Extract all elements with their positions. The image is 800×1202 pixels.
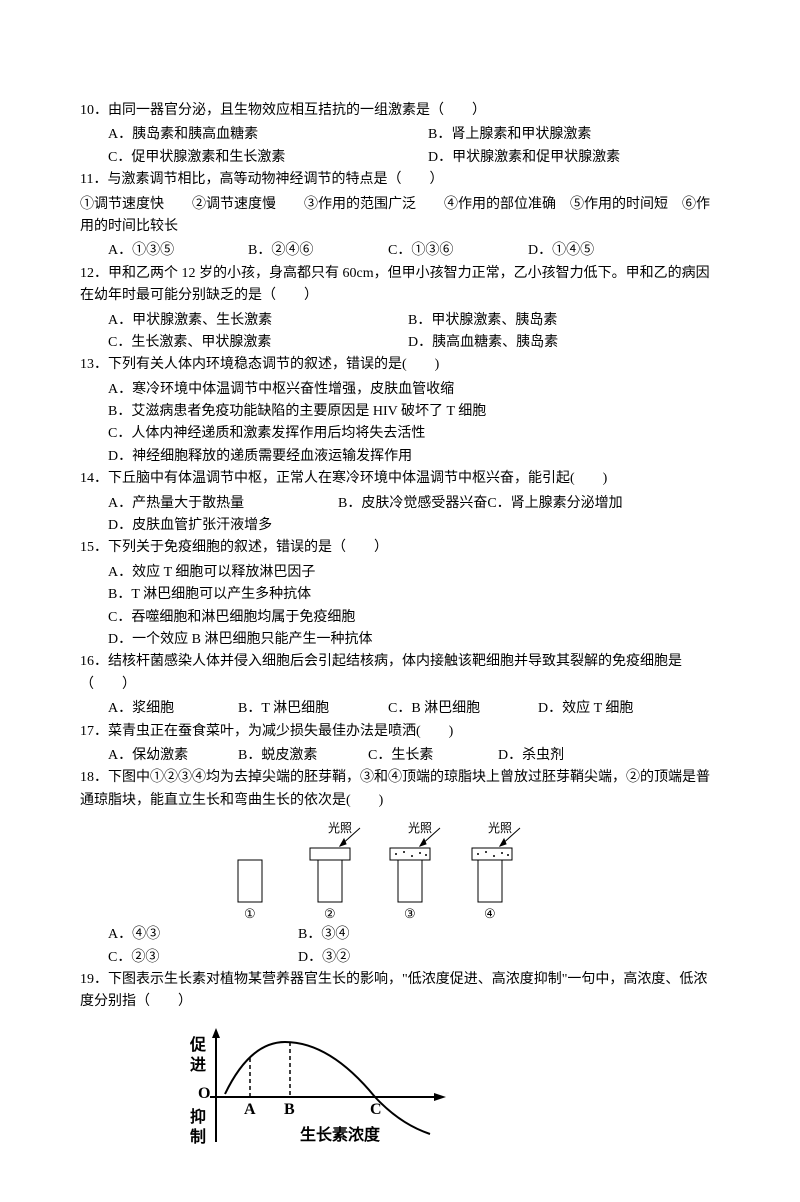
q17-opts: A．保幼激素 B．蜕皮激素 C．生长素 D．杀虫剂 — [80, 745, 720, 767]
y-lab1: 促 — [189, 1035, 207, 1054]
q10-d: D．甲状腺激素和促甲状腺激素 — [428, 147, 620, 169]
q16-a: A．浆细胞 — [108, 698, 238, 720]
pt-b: B — [284, 1101, 295, 1118]
q19-stem: 19．下图表示生长素对植物某营养器官生长的影响，"低浓度促进、高浓度抑制"一句中… — [80, 969, 720, 1014]
q16-b: B．T 淋巴细胞 — [238, 698, 388, 720]
q12-d: D．胰高血糖素、胰岛素 — [408, 332, 558, 354]
origin: O — [198, 1085, 210, 1102]
q11-a: A．①③⑤ — [108, 240, 248, 262]
q14-b: B．皮肤冷觉感受器兴奋 — [338, 493, 487, 515]
q12-a: A．甲状腺激素、生长激素 — [108, 310, 408, 332]
q17-a: A．保幼激素 — [108, 745, 238, 767]
q19-diagram: 促 进 O 抑 制 A B C 生长素浓度 — [170, 1022, 720, 1152]
q10-a: A．胰岛素和胰高血糖素 — [108, 124, 428, 146]
y-lab2: 进 — [190, 1056, 206, 1074]
q15-a: A．效应 T 细胞可以释放淋巴因子 — [80, 562, 720, 584]
q18-b: B．③④ — [298, 924, 349, 946]
q11-opts: A．①③⑤ B．②④⑥ C．①③⑥ D．①④⑤ — [80, 240, 720, 262]
q18-a: A．④③ — [108, 924, 298, 946]
q14-stem: 14．下丘脑中有体温调节中枢，正常人在寒冷环境中体温调节中枢兴奋，能引起( ) — [80, 468, 720, 490]
q14-opts: A．产热量大于散热量 B．皮肤冷觉感受器兴奋 C．肾上腺素分泌增加 D．皮肤血管… — [80, 493, 720, 538]
y-lab4: 制 — [190, 1128, 206, 1146]
q10-opts: A．胰岛素和胰高血糖素 B．肾上腺素和甲状腺激素 C．促甲状腺激素和生长激素 D… — [80, 124, 720, 169]
q12-opts: A．甲状腺激素、生长激素 B．甲状腺激素、胰岛素 C．生长激素、甲状腺激素 D．… — [80, 310, 720, 355]
d3-label: ③ — [404, 906, 416, 920]
y-lab3: 抑 — [190, 1107, 206, 1126]
q12-stem: 12．甲和乙两个 12 岁的小孩，身高都只有 60cm，但甲小孩智力正常，乙小孩… — [80, 263, 720, 308]
q15-stem: 15．下列关于免疫细胞的叙述，错误的是（ ） — [80, 537, 720, 559]
pt-c: C — [370, 1101, 382, 1118]
q17-d: D．杀虫剂 — [498, 745, 564, 767]
light-label-1: 光照 — [328, 821, 352, 835]
x-lab: 生长素浓度 — [300, 1125, 381, 1144]
light-label-3: 光照 — [488, 821, 512, 835]
q11-d: D．①④⑤ — [528, 240, 594, 262]
light-label-2: 光照 — [408, 821, 432, 835]
q15-b: B．T 淋巴细胞可以产生多种抗体 — [80, 584, 720, 606]
q11-b: B．②④⑥ — [248, 240, 388, 262]
q18-stem: 18．下图中①②③④均为去掉尖端的胚芽鞘，③和④顶端的琼脂块上曾放过胚芽鞘尖端，… — [80, 767, 720, 812]
q10-b: B．肾上腺素和甲状腺激素 — [428, 124, 591, 146]
q10-c: C．促甲状腺激素和生长激素 — [108, 147, 428, 169]
q16-d: D．效应 T 细胞 — [538, 698, 633, 720]
q12-b: B．甲状腺激素、胰岛素 — [408, 310, 557, 332]
q11-stem: 11．与激素调节相比，高等动物神经调节的特点是（ ） — [80, 169, 720, 191]
q18-opts: A．④③ B．③④ C．②③ D．③② — [80, 924, 720, 969]
q18-diagram: 光照 光照 光照 ① ② ③ ④ — [220, 820, 720, 920]
d2-label: ② — [324, 906, 336, 920]
q13-d: D．神经细胞释放的递质需要经血液运输发挥作用 — [80, 446, 720, 468]
q18-c: C．②③ — [108, 947, 298, 969]
q13-stem: 13．下列有关人体内环境稳态调节的叙述，错误的是( ) — [80, 354, 720, 376]
q15-c: C．吞噬细胞和淋巴细胞均属于免疫细胞 — [80, 607, 720, 629]
q14-c: C．肾上腺素分泌增加 — [487, 493, 717, 515]
q11-c: C．①③⑥ — [388, 240, 528, 262]
q17-b: B．蜕皮激素 — [238, 745, 368, 767]
q17-c: C．生长素 — [368, 745, 498, 767]
q16-opts: A．浆细胞 B．T 淋巴细胞 C．B 淋巴细胞 D．效应 T 细胞 — [80, 698, 720, 720]
q13-a: A．寒冷环境中体温调节中枢兴奋性增强，皮肤血管收缩 — [80, 379, 720, 401]
q14-a: A．产热量大于散热量 — [108, 493, 338, 515]
q13-c: C．人体内神经递质和激素发挥作用后均将失去活性 — [80, 423, 720, 445]
pt-a: A — [244, 1101, 256, 1118]
q16-stem: 16．结核杆菌感染人体并侵入细胞后会引起结核病，体内接触该靶细胞并导致其裂解的免… — [80, 651, 720, 696]
q18-d: D．③② — [298, 947, 350, 969]
q10-stem: 10．由同一器官分泌，且生物效应相互拮抗的一组激素是（ ） — [80, 100, 720, 122]
d4-label: ④ — [484, 906, 496, 920]
q15-d: D．一个效应 B 淋巴细胞只能产生一种抗体 — [80, 629, 720, 651]
d1-label: ① — [244, 906, 256, 920]
q11-line2: ①调节速度快 ②调节速度慢 ③作用的范围广泛 ④作用的部位准确 ⑤作用的时间短 … — [80, 194, 720, 239]
q17-stem: 17．菜青虫正在蚕食菜叶，为减少损失最佳办法是喷洒( ) — [80, 721, 720, 743]
q16-c: C．B 淋巴细胞 — [388, 698, 538, 720]
q13-b: B．艾滋病患者免疫功能缺陷的主要原因是 HIV 破坏了 T 细胞 — [80, 401, 720, 423]
q12-c: C．生长激素、甲状腺激素 — [108, 332, 408, 354]
q14-d: D．皮肤血管扩张汗液增多 — [108, 515, 272, 537]
